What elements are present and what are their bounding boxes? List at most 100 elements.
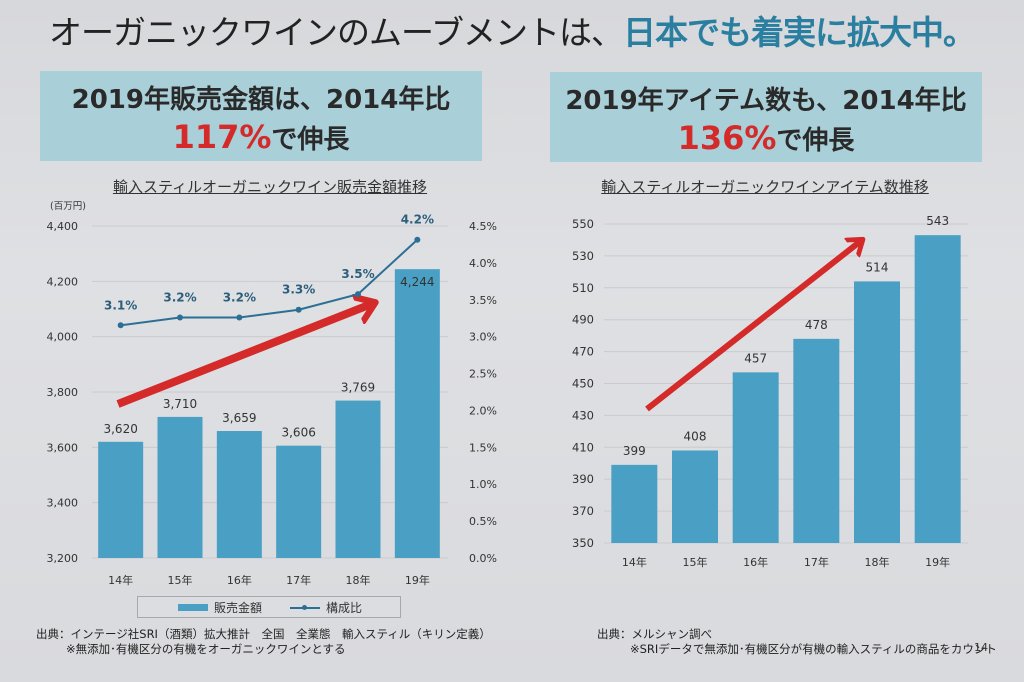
items-definition-note: ※SRIデータで無添加･有機区分が有機の輸入スティルの商品をカウント	[630, 642, 997, 656]
sales-share-label: 3.2%	[163, 291, 196, 305]
items-bar	[611, 464, 658, 543]
sales-source-note: 出典：インテージ社SRI（酒類）拡大推計 全国 全業態 輸入スティル（キリン定義…	[36, 627, 491, 641]
items-bar-value-label: 478	[805, 318, 828, 332]
sales-bar-value-label: 3,659	[222, 411, 256, 425]
sales-share-point	[355, 291, 361, 298]
sales-trend-arrow	[116, 303, 374, 408]
sales-x-tick-label: 18年	[346, 573, 371, 587]
sales-y2-tick-label: 0.0%	[469, 552, 497, 565]
sales-y-tick-label: 3,600	[47, 441, 79, 454]
sales-bar	[98, 441, 144, 558]
sales-bar	[276, 445, 322, 558]
legend-item-sales: 販売金額	[178, 599, 262, 616]
sales-bar-value-label: 3,606	[281, 426, 315, 440]
items-chart-y-axis: 350 370 390 410 430 450 470 490 510 530 550	[572, 217, 594, 550]
sales-y-tick-label: 3,800	[47, 386, 79, 399]
items-x-tick-label: 18年	[865, 555, 890, 569]
items-x-tick-label: 14年	[622, 555, 647, 569]
sales-bar	[216, 431, 262, 558]
sales-y2-tick-label: 3.0%	[469, 331, 497, 344]
sales-share-label: 3.5%	[341, 267, 374, 281]
items-bar	[854, 281, 900, 543]
sales-share-label: 4.2%	[401, 213, 434, 227]
highlight-items-percent: 136%	[677, 119, 777, 157]
sales-chart-x-axis: 14年 15年 16年 17年 18年 19年	[108, 573, 430, 587]
items-bar-value-label: 399	[623, 444, 646, 458]
sales-share-label: 3.3%	[282, 283, 315, 297]
highlight-items-text: 2019年アイテム数も、2014年比	[565, 86, 967, 116]
highlight-sales-text: 2019年販売金額は、2014年比	[71, 85, 451, 115]
sales-bar	[335, 400, 381, 558]
sales-y2-tick-label: 2.5%	[469, 368, 497, 381]
sales-share-label: 3.2%	[223, 291, 256, 305]
sales-chart-right-axis: 0.0% 0.5% 1.0% 1.5% 2.0% 2.5% 3.0% 3.5% 4.0% 4.5%	[469, 220, 497, 565]
highlight-box-items: 2019年アイテム数も、2014年比 136%で伸長	[550, 72, 982, 162]
items-y-tick-label: 530	[572, 249, 594, 263]
items-x-tick-label: 16年	[743, 555, 768, 569]
sales-bar-value-label: 4,244	[400, 275, 434, 289]
items-y-tick-label: 410	[572, 440, 594, 454]
sales-share-point	[236, 314, 243, 321]
sales-share-line: 3.1% 3.2% 3.2% 3.3% 3.5% 4.2%	[104, 213, 434, 329]
sales-y-tick-label: 3,200	[47, 552, 79, 565]
items-y-tick-label: 490	[572, 313, 594, 327]
items-x-tick-label: 19年	[925, 555, 950, 569]
items-y-tick-label: 430	[572, 408, 594, 422]
slide-title-main: オーガニックワインのムーブメントは、	[48, 13, 624, 52]
highlight-box-sales: 2019年販売金額は、2014年比 117%で伸長	[40, 71, 482, 161]
items-x-tick-label: 15年	[683, 555, 708, 569]
sales-share-point	[117, 322, 124, 329]
items-bar	[732, 372, 779, 543]
sales-bar-value-label: 3,769	[341, 381, 375, 395]
sales-x-tick-label: 14年	[108, 573, 133, 587]
sales-x-tick-label: 19年	[405, 573, 430, 587]
sales-y2-tick-label: 1.0%	[469, 478, 497, 491]
legend-bar-swatch	[178, 604, 208, 611]
sales-share-point	[414, 236, 421, 243]
sales-y2-tick-label: 4.5%	[469, 220, 497, 233]
items-bar	[793, 338, 840, 543]
items-y-tick-label: 510	[572, 281, 594, 295]
sales-x-tick-label: 15年	[168, 573, 193, 587]
items-y-tick-label: 370	[572, 504, 594, 518]
items-y-tick-label: 390	[572, 472, 594, 486]
items-bar	[914, 235, 961, 544]
sales-chart-left-axis: 3,200 3,400 3,600 3,800 4,000 4,200 4,400	[47, 220, 79, 565]
items-bar-value-label: 408	[684, 429, 707, 443]
items-y-tick-label: 470	[572, 345, 594, 359]
sales-bar	[394, 269, 440, 558]
items-y-tick-label: 550	[572, 217, 594, 231]
items-trend-arrow	[645, 240, 862, 412]
sales-y-tick-label: 4,200	[47, 275, 79, 288]
sales-chart-bars: 3,620 3,710 3,659 3,606 3,769 4,244	[98, 269, 440, 558]
sales-chart-title: 輸入スティルオーガニックワイン販売金額推移	[112, 178, 428, 196]
items-arrow-shaft	[645, 240, 862, 412]
highlight-sales-growth: 117%で伸長	[40, 118, 482, 156]
sales-y2-tick-label: 0.5%	[469, 515, 497, 528]
items-chart-x-axis: 14年 15年 16年 17年 18年 19年	[622, 555, 950, 569]
slide-title-highlight: 日本でも着実に拡大中。	[623, 13, 976, 52]
highlight-items-growth: 136%で伸長	[550, 119, 982, 157]
items-chart-title: 輸入スティルオーガニックワインアイテム数推移	[601, 178, 929, 196]
legend-item-share: 構成比	[290, 599, 362, 616]
sales-x-tick-label: 17年	[286, 573, 311, 587]
items-chart-gridlines	[604, 223, 968, 544]
sales-definition-note: ※無添加･有機区分の有機をオーガニックワインとする	[66, 642, 346, 656]
sales-y2-tick-label: 1.5%	[469, 441, 497, 454]
highlight-sales-percent: 117%	[172, 118, 272, 156]
items-source-note: 出典：メルシャン調べ	[597, 627, 712, 641]
slide-title: オーガニックワインのムーブメントは、日本でも着実に拡大中。	[0, 6, 1024, 54]
sales-share-label: 3.1%	[104, 298, 137, 312]
legend-share-label: 構成比	[326, 601, 363, 615]
items-y-tick-label: 350	[572, 536, 594, 550]
sales-y2-tick-label: 4.0%	[469, 257, 497, 270]
items-y-tick-label: 450	[572, 377, 594, 391]
sales-y-tick-label: 3,400	[47, 497, 79, 510]
sales-chart-unit-label: (百万円)	[50, 201, 86, 212]
sales-bar	[157, 416, 203, 558]
sales-chart-legend: 販売金額 構成比	[137, 596, 401, 618]
sales-y-tick-label: 4,000	[47, 331, 79, 344]
items-chart-bars: 399 408 457 478 514 543	[611, 214, 961, 544]
